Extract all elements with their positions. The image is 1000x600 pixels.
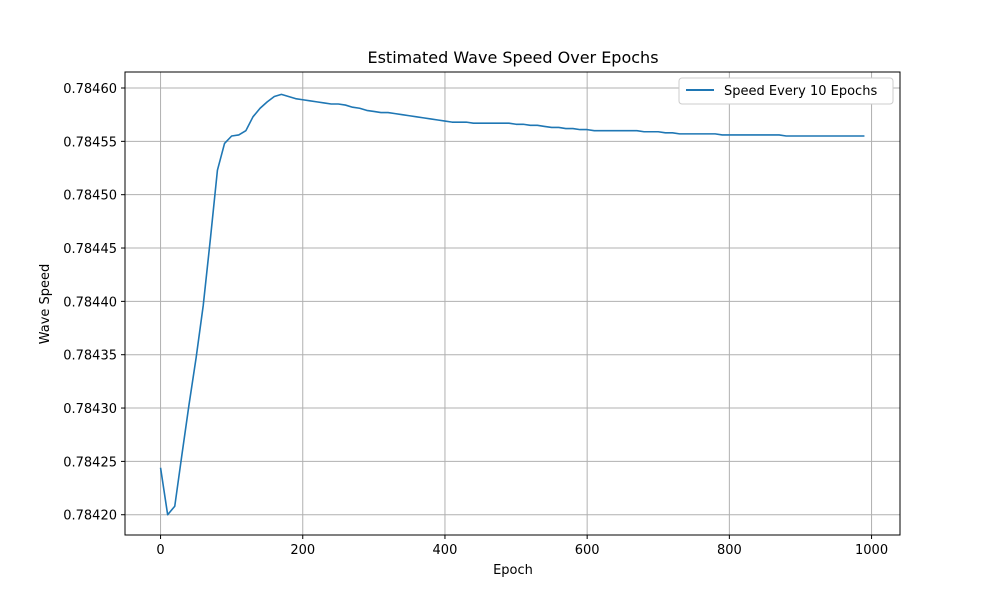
axes-frame	[124, 71, 901, 536]
y-tick-label: 0.78440	[63, 295, 117, 310]
ticks-layer: 0 200 400 600 800 1000 0.78420 0.78425 0.78430 0.…	[63, 82, 888, 558]
x-tick-label: 0	[156, 543, 164, 558]
y-tick-label: 0.78425	[63, 455, 117, 470]
legend-box	[678, 77, 894, 105]
x-tick-label: 1000	[855, 543, 888, 558]
x-tick-label: 600	[575, 543, 600, 558]
y-tick-label: 0.78445	[63, 242, 117, 257]
y-tick-label: 0.78420	[63, 509, 117, 524]
legend: Speed Every 10 Epochs	[678, 77, 894, 105]
x-axis-label: Epoch	[493, 563, 533, 578]
y-tick-label: 0.78455	[63, 135, 117, 150]
legend-label: Speed Every 10 Epochs	[724, 84, 877, 99]
series-layer	[159, 93, 865, 516]
y-tick-label: 0.78435	[63, 349, 117, 364]
x-tick-label: 800	[717, 543, 742, 558]
grid-lines	[125, 72, 900, 535]
x-tick-label: 400	[433, 543, 458, 558]
y-tick-label: 0.78430	[63, 402, 117, 417]
y-tick-label: 0.78450	[63, 189, 117, 204]
y-tick-label: 0.78460	[63, 82, 117, 97]
y-axis-label: Wave Speed	[38, 264, 53, 345]
chart-title: Estimated Wave Speed Over Epochs	[367, 48, 658, 67]
x-tick-label: 200	[290, 543, 315, 558]
series-line-speed	[159, 93, 865, 516]
